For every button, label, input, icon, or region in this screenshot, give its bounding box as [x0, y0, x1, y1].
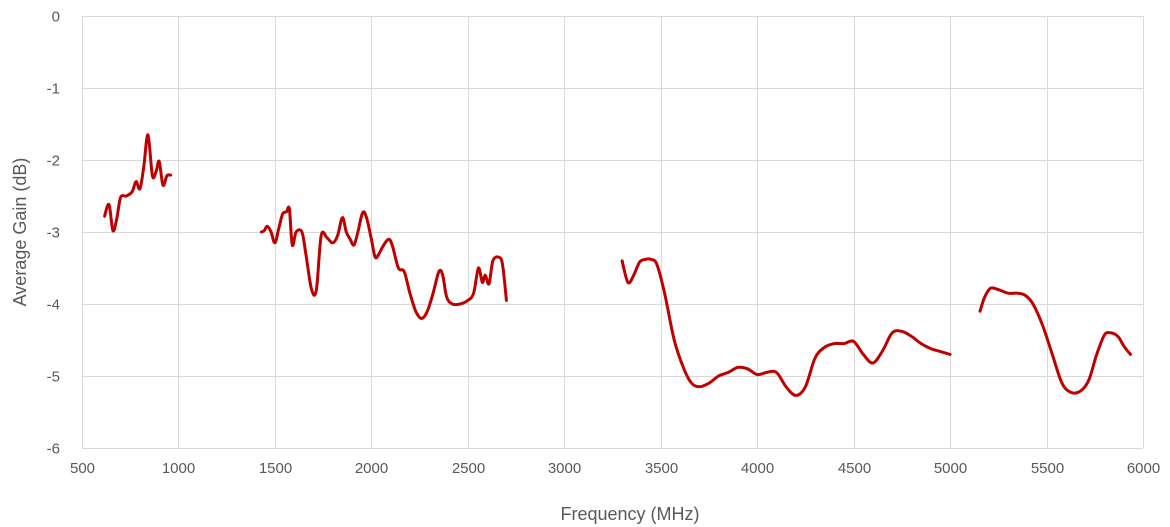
gridlines [82, 16, 1144, 449]
x-tick-label: 5000 [934, 460, 967, 477]
x-tick-label: 3000 [548, 460, 581, 477]
y-tick-label: -4 [47, 297, 60, 314]
x-axis-title: Frequency (MHz) [560, 504, 699, 524]
x-tick-label: 2500 [452, 460, 485, 477]
y-tick-label: -3 [47, 225, 60, 242]
series-line-segment [620, 257, 952, 397]
y-axis-title: Average Gain (dB) [10, 158, 30, 307]
x-tick-label: 5500 [1031, 460, 1064, 477]
y-tick-label: -6 [47, 441, 60, 458]
x-tick-label: 6000 [1127, 460, 1160, 477]
y-tick-label: 0 [52, 9, 60, 26]
series-layer [103, 133, 1132, 397]
y-tick-label: -2 [47, 153, 60, 170]
tick-labels: 0 -1 -2 -3 -4 -5 -6 500 1000 1500 2000 2500 3000 3500… [47, 9, 1161, 478]
series-line-segment [103, 133, 173, 233]
x-tick-label: 1000 [162, 460, 195, 477]
x-tick-label: 500 [70, 460, 95, 477]
x-tick-label: 4000 [741, 460, 774, 477]
series-line-segment [978, 286, 1132, 395]
x-tick-label: 3500 [645, 460, 678, 477]
x-tick-label: 4500 [838, 460, 871, 477]
y-tick-label: -5 [47, 369, 60, 386]
x-tick-label: 1500 [259, 460, 292, 477]
y-tick-label: -1 [47, 81, 60, 98]
series-line-segment [259, 205, 508, 320]
x-tick-label: 2000 [355, 460, 388, 477]
